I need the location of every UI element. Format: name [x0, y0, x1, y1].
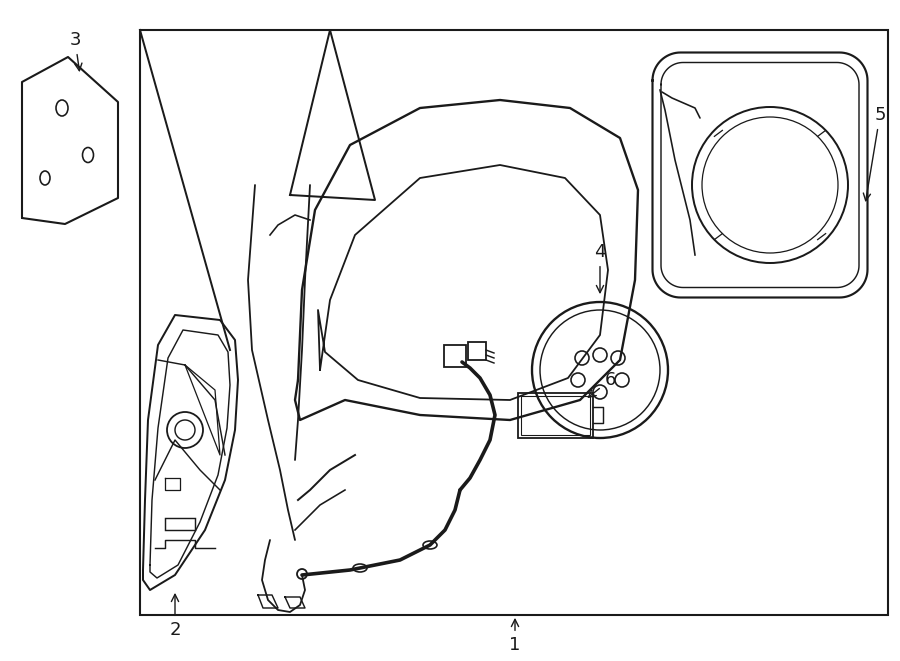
Text: 1: 1: [509, 619, 521, 654]
Bar: [520, 395, 590, 434]
Bar: [518, 393, 592, 438]
Text: 6: 6: [589, 371, 616, 397]
Bar: [140, 30, 888, 615]
Text: 3: 3: [69, 31, 82, 71]
Text: 2: 2: [169, 594, 181, 639]
Text: 4: 4: [594, 243, 606, 293]
Bar: [444, 345, 466, 367]
Bar: [468, 342, 486, 360]
Bar: [165, 518, 195, 530]
Text: 5: 5: [863, 106, 886, 201]
